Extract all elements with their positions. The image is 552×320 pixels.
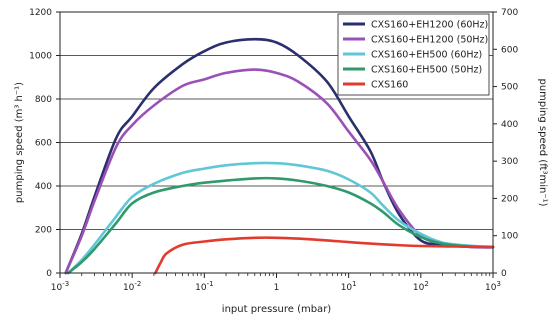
y-right-tick-label: 200 <box>501 194 518 204</box>
series-line-4 <box>66 176 495 275</box>
y-right-tick-label: 700 <box>501 8 518 18</box>
legend-label: CXS160+EH500 (60Hz) <box>371 50 482 61</box>
y-axis-right: 0 100 200 300 400 500 600 700 <box>493 8 518 279</box>
y-tick-label: 1000 <box>29 52 52 62</box>
y-right-tick-label: 500 <box>501 83 518 93</box>
x-tick-label: 10-2 <box>123 280 141 293</box>
legend: CXS160+EH1200 (60Hz) CXS160+EH1200 (50Hz)… <box>337 13 490 96</box>
x-tick-label: 102 <box>413 280 429 293</box>
x-axis-label: input pressure (mbar) <box>222 304 332 315</box>
legend-label: CXS160 <box>371 80 408 91</box>
x-tick-label: 10-1 <box>195 280 213 293</box>
legend-label: CXS160+EH500 (50Hz) <box>371 65 482 76</box>
legend-label: CXS160+EH1200 (60Hz) <box>371 20 488 31</box>
series-line-5 <box>154 236 495 275</box>
y-axis-label-right: pumping speed (ft³min⁻¹) <box>537 78 548 206</box>
y-axis-label-left: pumping speed (m³ h⁻¹) <box>14 82 25 203</box>
x-tick-label: 10-3 <box>51 280 69 293</box>
y-axis-left: 0 200 400 600 800 1000 1200 <box>29 8 60 279</box>
legend-label: CXS160+EH1200 (50Hz) <box>371 35 488 46</box>
y-tick-label: 200 <box>35 226 52 236</box>
y-right-tick-label: 600 <box>501 45 518 55</box>
y-tick-label: 600 <box>35 139 52 149</box>
y-tick-label: 400 <box>35 182 52 192</box>
y-right-tick-label: 100 <box>501 232 518 242</box>
x-tick-label: 101 <box>341 280 357 293</box>
grid-lines <box>60 55 493 230</box>
series-line-3 <box>66 161 495 275</box>
y-right-tick-label: 300 <box>501 157 518 167</box>
y-right-tick-label: 400 <box>501 120 518 130</box>
y-tick-label: 1200 <box>29 8 52 18</box>
x-tick-label: 1 <box>274 283 280 293</box>
x-axis: 10-3 10-2 10-1 1 101 102 103 <box>51 273 501 293</box>
y-right-tick-label: 0 <box>501 269 507 279</box>
x-tick-label: 103 <box>485 280 501 293</box>
series-lines <box>64 37 495 275</box>
y-tick-label: 800 <box>35 95 52 105</box>
y-tick-label: 0 <box>46 269 52 279</box>
